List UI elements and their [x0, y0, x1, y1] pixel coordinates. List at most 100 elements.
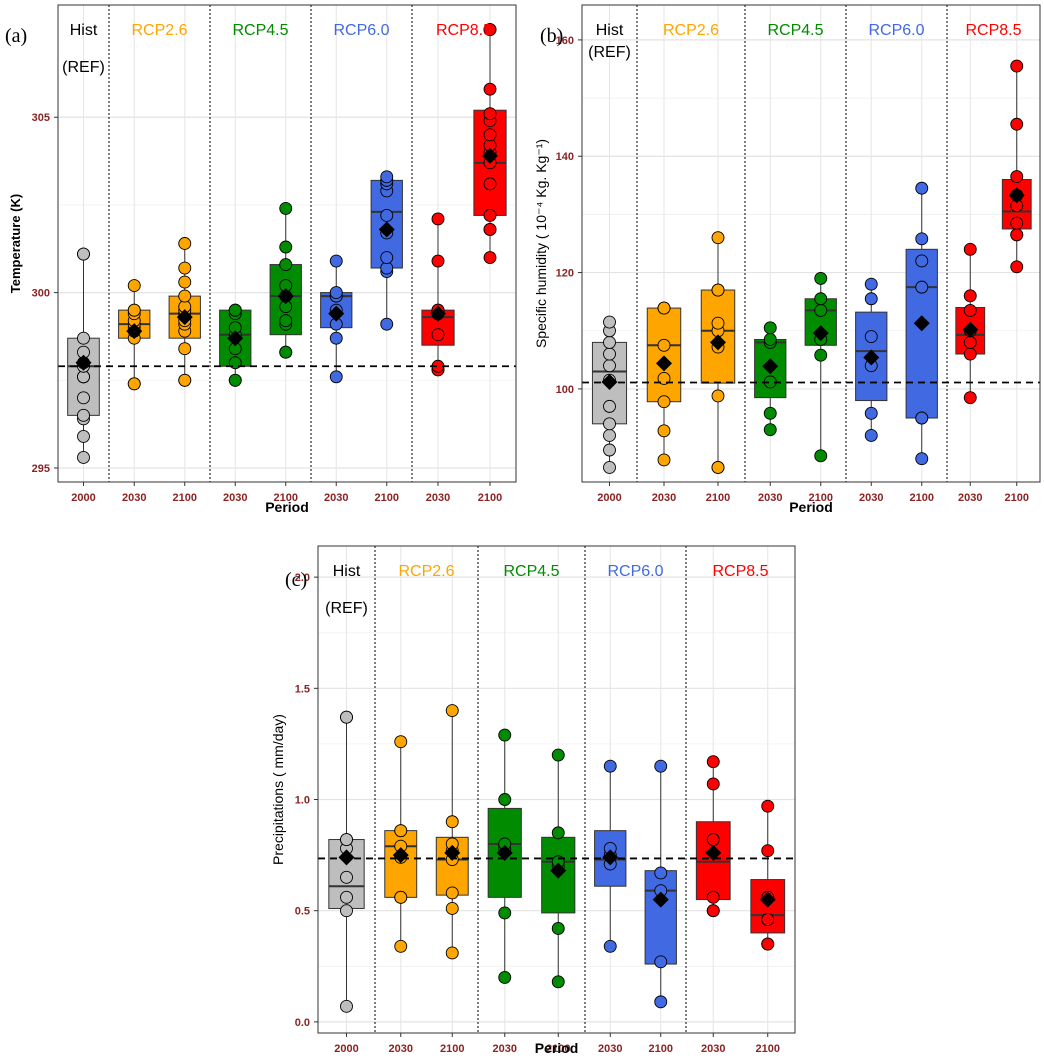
box-hist-2000: [328, 710, 365, 1013]
data-point: [657, 424, 671, 438]
box-rcp85-2030: [695, 755, 731, 918]
data-point: [603, 359, 616, 373]
data-point: [178, 237, 192, 250]
data-point: [603, 347, 616, 361]
data-point: [706, 777, 720, 791]
data-point: [340, 710, 353, 724]
data-point: [706, 904, 720, 918]
data-point: [178, 261, 192, 275]
x-axis-title: Period: [789, 499, 833, 515]
data-point: [178, 289, 192, 303]
mean-marker: [759, 891, 776, 908]
mean-marker: [602, 849, 619, 866]
data-point: [915, 280, 929, 294]
data-point: [814, 271, 828, 285]
mean-marker: [496, 844, 513, 861]
data-point: [814, 303, 828, 317]
data-point: [963, 391, 977, 405]
data-point: [228, 303, 242, 317]
y-axis-title: Temperature (K): [8, 194, 23, 293]
x-tick-label: 2030: [598, 1043, 622, 1055]
data-point: [178, 342, 192, 356]
data-point: [963, 347, 977, 361]
data-point: [1010, 216, 1024, 230]
x-tick-label: 2030: [426, 492, 450, 504]
y-axis-title: Precipitations ( mm/day): [270, 714, 286, 865]
data-point: [1010, 117, 1024, 131]
x-tick-label: 2000: [334, 1043, 358, 1055]
data-point: [77, 247, 90, 261]
data-point: [963, 289, 977, 303]
data-point: [915, 452, 929, 466]
data-point: [483, 107, 497, 121]
data-point: [498, 793, 512, 806]
data-point: [340, 870, 353, 884]
data-point: [711, 283, 725, 297]
data-point: [1010, 170, 1024, 184]
data-point: [498, 906, 512, 920]
x-tick-label: 2100: [173, 492, 197, 504]
scenario-label-rcp85: RCP8.5: [712, 563, 768, 580]
x-tick-label: 2100: [440, 1043, 464, 1055]
data-point: [603, 443, 616, 457]
data-point: [445, 815, 459, 829]
data-point: [551, 922, 565, 935]
data-point: [445, 886, 459, 900]
data-point: [279, 240, 293, 254]
data-point: [178, 373, 192, 387]
scenario-label-rcp45: RCP4.5: [232, 22, 288, 39]
mean-marker: [444, 844, 461, 861]
mean-marker: [328, 305, 345, 322]
data-point: [763, 333, 777, 346]
data-point: [864, 330, 878, 344]
data-point: [603, 417, 616, 431]
y-axis-title: Specific humidity ( 10⁻⁴ Kg. Kg⁻¹): [533, 139, 549, 348]
data-point: [380, 317, 394, 331]
data-point: [706, 890, 720, 904]
data-point: [279, 314, 293, 328]
scenario-label-hist: Hist: [70, 22, 98, 39]
data-point: [445, 902, 459, 915]
box-rcp45-2100: [804, 271, 837, 463]
scenario-label-rcp60: RCP6.0: [607, 563, 663, 580]
data-point: [864, 292, 878, 306]
data-point: [706, 755, 720, 769]
data-point: [814, 292, 828, 306]
y-tick-label: 295: [32, 463, 50, 475]
data-point: [763, 423, 777, 437]
mean-marker: [227, 330, 244, 347]
data-point: [654, 995, 668, 1009]
x-tick-label: 2100: [375, 492, 399, 504]
box-rcp26-2030: [646, 301, 682, 467]
box-rcp26-2100: [700, 231, 736, 474]
chart-panel-1: 295 300 305 2000 2030 2100 2030 2100 2030 2100 203…: [5, 4, 517, 515]
x-tick-label: 2030: [859, 492, 883, 504]
box-rcp85-2100: [473, 23, 507, 264]
mean-marker: [550, 862, 567, 879]
data-point: [864, 277, 878, 291]
data-point: [127, 377, 141, 391]
y-tick-label: 2.0: [295, 572, 310, 584]
data-point: [380, 208, 394, 222]
data-point: [498, 728, 512, 742]
mean-marker: [430, 305, 446, 322]
box-rcp26-2100: [168, 237, 201, 387]
x-tick-label: 2000: [71, 492, 95, 504]
data-point: [445, 704, 459, 718]
y-tick-label: 100: [556, 384, 574, 396]
data-point: [654, 866, 668, 880]
box-rcp85-2100: [750, 799, 786, 951]
data-point: [915, 181, 929, 195]
data-point: [279, 201, 293, 215]
data-point: [380, 170, 394, 184]
data-point: [340, 999, 353, 1013]
x-tick-label: 2030: [758, 492, 782, 504]
data-point: [761, 937, 775, 951]
data-point: [127, 279, 141, 293]
box-rcp60-2100: [905, 181, 938, 466]
scenario-label-rcp26: RCP2.6: [663, 22, 719, 39]
data-point: [551, 748, 565, 762]
x-tick-label: 2030: [122, 492, 146, 504]
data-point: [1010, 228, 1024, 242]
